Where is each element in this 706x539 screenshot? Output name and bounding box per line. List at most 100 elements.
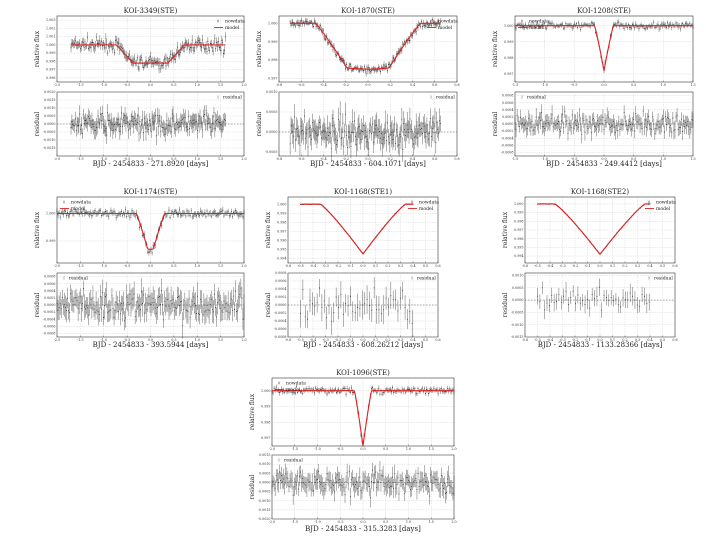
subplot-1-flux-ytick-label: 1.000	[46, 43, 55, 47]
legend-nowdata-label: nowdata	[71, 200, 91, 206]
subplot-7-residual-data-point	[317, 478, 318, 480]
subplot-3-residual-data-point	[584, 131, 586, 133]
subplot-4-residual-data-point	[127, 302, 129, 304]
subplot-3-residual-data-point	[618, 120, 620, 122]
subplot-7-flux-xtick-label: -1.5	[292, 447, 298, 451]
subplot-7-flux-data-point	[329, 388, 331, 390]
subplot-4-flux-data-point	[163, 217, 165, 219]
subplot-7-residual-data-point	[287, 478, 289, 480]
subplot-2-flux-data-point	[423, 25, 425, 27]
subplot-4-flux-data-point	[218, 214, 220, 216]
subplot-1-flux-data-point	[191, 39, 193, 41]
subplot-2-residual-data-point	[429, 133, 431, 135]
subplot-2-residual-data-point	[381, 143, 383, 145]
subplot-1: KOI-3349(STE)BJD - 2454833 - 271.8920 [d…	[93, 7, 209, 168]
subplot-4-residual-data-point	[237, 310, 239, 312]
subplot-7-flux-ytick-label: 0.999	[261, 405, 270, 409]
subplot-7-residual-ytick-label: -0.0020	[258, 517, 271, 521]
subplot-6-residual-data-point	[556, 300, 557, 302]
subplot-6-residual-data-point	[575, 303, 576, 305]
subplot-2-residual-data-point	[326, 138, 328, 140]
subplot-2-flux-data-point	[339, 58, 341, 60]
subplot-3-residual-data-point	[631, 128, 632, 130]
subplot-3-residual-data-point	[550, 118, 552, 120]
subplot-6-flux-ytick-label: 0.998	[514, 219, 523, 223]
subplot-1-residual-data-point	[132, 121, 134, 123]
subplot-3-residual-data-point	[670, 125, 672, 127]
subplot-5-flux-ytick-label: 0.997	[277, 229, 286, 233]
subplot-title: KOI-3349(STE)	[124, 7, 178, 15]
subplot-3-flux-data-point	[544, 22, 546, 24]
legend-model-label: model	[71, 206, 86, 212]
subplot-4-flux-data-point	[125, 209, 127, 210]
subplot-2-residual-data-point	[376, 124, 378, 126]
subplot-7-residual-xtick-label: 0.0	[360, 520, 365, 524]
subplot-4-residual-data-point	[173, 310, 175, 312]
subplot-4-residual-data-point	[147, 302, 149, 304]
subplot-1-flux-data-point	[142, 67, 144, 69]
subplot-2-residual-data-point	[374, 128, 376, 130]
subplot-4-residual-data-point	[137, 306, 139, 308]
subplot-7-residual-data-point	[271, 486, 273, 488]
subplot-3-residual-data-point	[615, 131, 617, 133]
subplot-6: KOI-1168(STE2)BJD - 2454833 - 1133.28366…	[538, 188, 663, 349]
subplot-7-flux-data-point	[382, 392, 384, 393]
subplot-1-residual-data-point	[159, 120, 161, 122]
subplot-4-residual-data-point	[96, 309, 98, 311]
subplot-3-residual-data-point	[602, 116, 604, 118]
subplot-2-residual-data-point	[420, 129, 422, 131]
subplot-6-residual-ytick-label: -0.0010	[511, 323, 524, 327]
subplot-4-residual-data-point	[234, 308, 235, 310]
subplot-7-residual-xtick-label: -2.0	[269, 520, 275, 524]
subplot-1-flux-data-point	[79, 42, 81, 44]
subplot-1-residual-data-point	[155, 135, 157, 137]
subplot-1-residual-data-point	[147, 125, 149, 127]
subplot-2-residual-data-point	[321, 132, 323, 133]
legend-model-label: model	[286, 387, 301, 393]
subplot-3-residual-data-point	[537, 124, 539, 126]
subplot-7-residual-data-point	[383, 485, 385, 487]
subplot-3-flux-data-point	[617, 22, 619, 24]
subplot-5-residual-ytick-label: -0.0006	[274, 327, 287, 331]
subplot-4-residual-data-point	[230, 298, 232, 300]
subplot-5-residual-data-point	[409, 311, 411, 312]
subplot-6-residual-xtick-label: -0.1	[584, 338, 590, 342]
subplot-4-flux-data-point	[174, 210, 176, 212]
subplot-3-residual-xtick-label: -0.5	[571, 157, 577, 161]
subplot-4-residual-xtick-label: -0.5	[124, 338, 130, 342]
subplot-6-residual-data-point	[603, 295, 605, 297]
subplot-1-flux-data-point	[222, 41, 224, 43]
subplot-7-residual-data-point	[406, 477, 408, 479]
subplot-3-residual-data-point	[609, 126, 611, 128]
subplot-4-flux-data-point	[238, 215, 240, 217]
subplot-1-residual-xtick-label: 1.5	[218, 157, 223, 161]
subplot-1-residual-data-point	[122, 126, 123, 127]
subplot-6-residual-data-point	[598, 286, 600, 288]
subplot-2-residual-data-point	[403, 123, 405, 125]
subplot-2-residual-data-point	[380, 133, 382, 135]
subplot-4-residual-data-point	[220, 307, 222, 309]
subplot-4-residual-data-point	[238, 296, 240, 298]
subplot-3-residual-data-point	[625, 124, 627, 126]
subplot-1-residual-data-point	[112, 129, 114, 131]
subplot-4-residual-data-point	[58, 307, 60, 309]
subplot-2-residual-data-point	[438, 120, 440, 122]
subplot-3-residual-data-point	[586, 126, 588, 128]
subplot-4-flux-data-point	[97, 211, 99, 213]
subplot-3-flux-data-point	[669, 24, 671, 26]
subplot-2-flux-data-point	[388, 63, 390, 65]
subplot-7-residual-panel: -2.0 -1.5 -1.0 -0.5 0.0 0.5 1.0 1.5 2.00.00150.0…	[249, 453, 457, 524]
subplot-1-residual-data-point	[194, 119, 196, 121]
subplot-3-residual-data-point	[610, 125, 612, 127]
subplot-7-flux-data-point	[420, 389, 422, 391]
subplot-4-flux-data-point	[90, 212, 92, 214]
subplot-3-residual-data-point	[652, 116, 654, 118]
subplot-2-residual-data-point	[361, 130, 363, 132]
subplot-7-residual-data-point	[446, 492, 448, 494]
subplot-2-flux-data-point	[305, 21, 307, 23]
subplot-2-residual-panel: -0.8 -0.6 -0.4 -0.2 0.0 0.2 0.4 0.6 0.80.00100.0…	[256, 90, 460, 163]
subplot-3-flux-data-point	[626, 27, 628, 28]
subplot-1-flux-ytick-label: 1.003	[46, 18, 55, 22]
subplot-5-flux-xtick-label: 0.4	[410, 264, 415, 268]
subplot-1-residual-data-point	[90, 127, 92, 129]
